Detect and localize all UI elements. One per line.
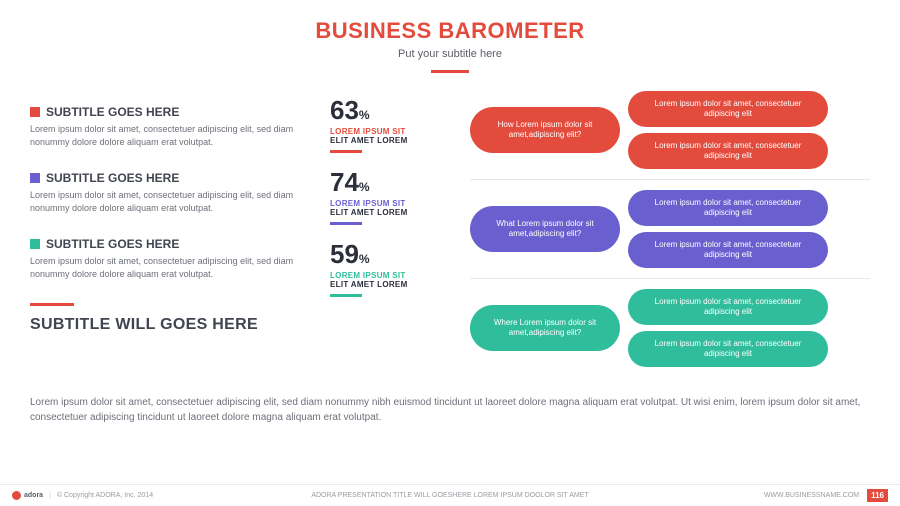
pill-row: Where Lorem ipsum dolor sit amet,adipisc…: [470, 289, 870, 377]
page-title: BUSINESS BAROMETER: [0, 18, 900, 44]
footer-site: WWW.BUSINESSNAME.COM: [764, 492, 859, 499]
left-item-title: SUBTITLE GOES HERE: [46, 237, 179, 251]
bullet-icon: [30, 173, 40, 183]
stat-underline: [330, 222, 362, 225]
answer-pill: Lorem ipsum dolor sit amet, consectetuer…: [628, 289, 828, 325]
stats-column: 63%LOREM IPSUM SITELIT AMET LOREM74%LORE…: [330, 85, 470, 387]
stat-line1: LOREM IPSUM SIT: [330, 127, 470, 136]
left-divider: [30, 303, 74, 306]
stat-line1: LOREM IPSUM SIT: [330, 271, 470, 280]
answer-pill: Lorem ipsum dolor sit amet, consectetuer…: [628, 91, 828, 127]
stat-percent: %: [359, 252, 370, 266]
footer-separator: |: [49, 492, 51, 499]
left-item: SUBTITLE GOES HERE Lorem ipsum dolor sit …: [30, 171, 330, 215]
stat-value: 63: [330, 95, 359, 125]
pill-row: How Lorem ipsum dolor sit amet,adipiscin…: [470, 91, 870, 180]
left-column: SUBTITLE GOES HERE Lorem ipsum dolor sit …: [30, 85, 330, 387]
footer-center-text: ADORA PRESENTATION TITLE WILL GOESHERE L…: [311, 492, 588, 499]
footer-copyright: © Copyright ADORA, Inc. 2014: [57, 492, 153, 499]
stat-underline: [330, 294, 362, 297]
stat-percent: %: [359, 108, 370, 122]
answer-pill: Lorem ipsum dolor sit amet, consectetuer…: [628, 190, 828, 226]
bullet-icon: [30, 239, 40, 249]
left-item-title: SUBTITLE GOES HERE: [46, 105, 179, 119]
answer-column: Lorem ipsum dolor sit amet, consectetuer…: [628, 289, 828, 367]
footer: adora | © Copyright ADORA, Inc. 2014 ADO…: [0, 484, 900, 506]
pills-column: How Lorem ipsum dolor sit amet,adipiscin…: [470, 85, 870, 387]
stat-block: 74% LOREM IPSUM SITELIT AMET LOREM: [330, 167, 470, 225]
page-subtitle: Put your subtitle here: [0, 48, 900, 60]
stat-line1: LOREM IPSUM SIT: [330, 199, 470, 208]
stat-block: 63% LOREM IPSUM SITELIT AMET LOREM: [330, 95, 470, 153]
page-number-badge: 116: [867, 489, 888, 502]
question-pill: Where Lorem ipsum dolor sit amet,adipisc…: [470, 305, 620, 351]
stat-line2: ELIT AMET LOREM: [330, 208, 470, 217]
bottom-paragraph: Lorem ipsum dolor sit amet, consectetuer…: [0, 387, 900, 425]
left-item-body: Lorem ipsum dolor sit amet, consectetuer…: [30, 189, 330, 215]
question-pill: How Lorem ipsum dolor sit amet,adipiscin…: [470, 107, 620, 153]
left-item-body: Lorem ipsum dolor sit amet, consectetuer…: [30, 255, 330, 281]
bullet-icon: [30, 107, 40, 117]
stat-block: 59% LOREM IPSUM SITELIT AMET LOREM: [330, 239, 470, 297]
left-subtitle: SUBTITLE WILL GOES HERE: [30, 316, 330, 334]
stat-value: 74: [330, 167, 359, 197]
stat-line2: ELIT AMET LOREM: [330, 280, 470, 289]
stat-value: 59: [330, 239, 359, 269]
stat-percent: %: [359, 180, 370, 194]
answer-pill: Lorem ipsum dolor sit amet, consectetuer…: [628, 232, 828, 268]
question-pill: What Lorem ipsum dolor sit amet,adipisci…: [470, 206, 620, 252]
answer-pill: Lorem ipsum dolor sit amet, consectetuer…: [628, 331, 828, 367]
answer-column: Lorem ipsum dolor sit amet, consectetuer…: [628, 91, 828, 169]
stat-underline: [330, 150, 362, 153]
logo-icon: [12, 491, 21, 500]
left-item: SUBTITLE GOES HERE Lorem ipsum dolor sit …: [30, 237, 330, 281]
left-item: SUBTITLE GOES HERE Lorem ipsum dolor sit …: [30, 105, 330, 149]
answer-pill: Lorem ipsum dolor sit amet, consectetuer…: [628, 133, 828, 169]
answer-column: Lorem ipsum dolor sit amet, consectetuer…: [628, 190, 828, 268]
stat-line2: ELIT AMET LOREM: [330, 136, 470, 145]
logo-text: adora: [24, 492, 43, 499]
left-item-body: Lorem ipsum dolor sit amet, consectetuer…: [30, 123, 330, 149]
left-item-title: SUBTITLE GOES HERE: [46, 171, 179, 185]
pill-row: What Lorem ipsum dolor sit amet,adipisci…: [470, 190, 870, 279]
